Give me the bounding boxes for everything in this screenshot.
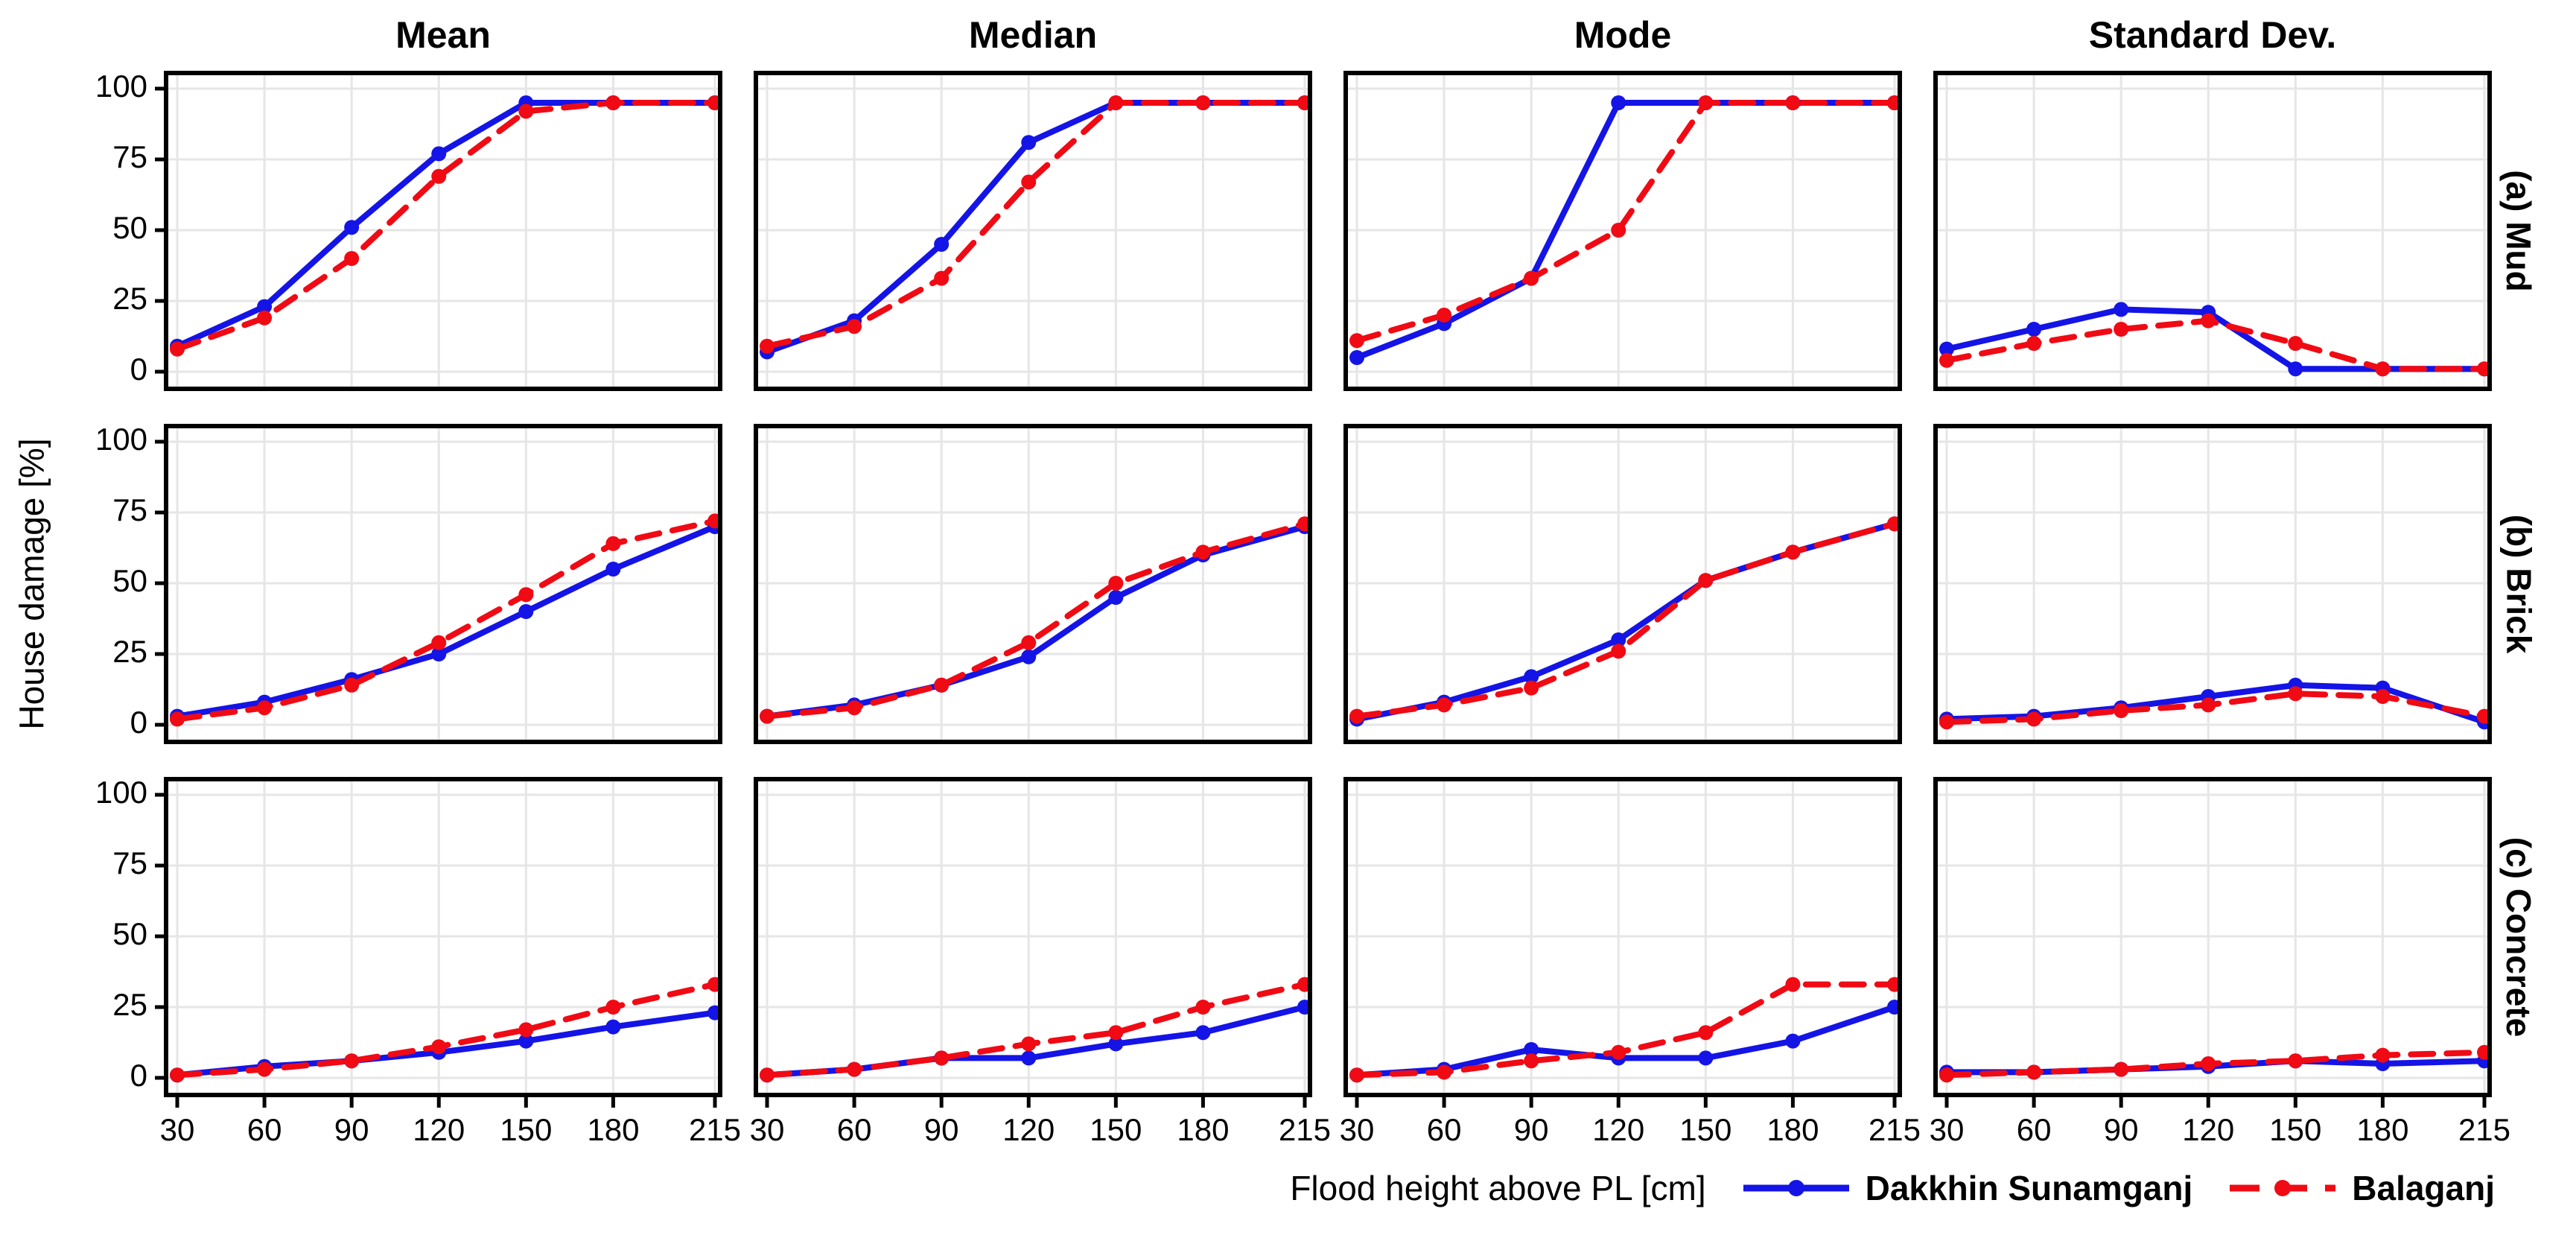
- svg-text:180: 180: [2356, 1112, 2408, 1147]
- svg-text:30: 30: [1930, 1112, 1965, 1147]
- svg-text:120: 120: [413, 1112, 465, 1147]
- chart-mode-brick: [1343, 424, 1902, 744]
- svg-text:25: 25: [112, 987, 147, 1022]
- svg-text:90: 90: [334, 1112, 369, 1147]
- svg-text:75: 75: [112, 492, 147, 527]
- column-title-mode: Mode: [1574, 14, 1672, 56]
- line-chart: [1933, 71, 2492, 391]
- row-label-concrete: (c) Concrete: [2499, 837, 2539, 1038]
- line-chart: 30 60 90 120 150 180 215: [1340, 777, 1921, 1147]
- svg-text:25: 25: [112, 281, 147, 316]
- svg-text:150: 150: [1679, 1112, 1731, 1147]
- legend-item-balaganj: Balaganj: [2227, 1168, 2495, 1208]
- chart-mean-mud: 0 25 50 75 100: [95, 69, 722, 391]
- line-chart: 0 25 50 75 100: [95, 69, 722, 391]
- solid-line-marker-icon: [1743, 1180, 1849, 1196]
- row-label-brick: (b) Brick: [2499, 514, 2538, 654]
- svg-text:120: 120: [2182, 1112, 2234, 1147]
- svg-text:100: 100: [95, 69, 147, 104]
- chart-mean-concrete: 0 25 50 75 100 30 60 90 120 150 180 215: [95, 775, 741, 1147]
- svg-text:0: 0: [130, 352, 147, 387]
- y-axis-label: House damage [%]: [13, 438, 52, 730]
- line-chart: 0 25 50 75 100 30 60 90 120 150 180 215: [95, 775, 741, 1147]
- legend-series-name: Dakkhin Sunamganj: [1865, 1169, 2193, 1207]
- chart-median-mud: [754, 71, 1312, 391]
- svg-text:60: 60: [247, 1112, 282, 1147]
- chart-mode-mud: [1343, 71, 1902, 391]
- line-chart: [1343, 424, 1902, 744]
- svg-text:50: 50: [112, 210, 147, 245]
- svg-text:215: 215: [1869, 1112, 1921, 1147]
- line-chart: 30 60 90 120 150 180 215: [750, 777, 1331, 1147]
- svg-text:215: 215: [2458, 1112, 2510, 1147]
- svg-text:50: 50: [112, 916, 147, 951]
- svg-text:215: 215: [1279, 1112, 1331, 1147]
- legend: Flood height above PL [cm] Dakkhin Sunam…: [0, 1168, 2495, 1208]
- column-title-median: Median: [968, 14, 1098, 56]
- svg-text:180: 180: [1766, 1112, 1819, 1147]
- svg-text:150: 150: [2269, 1112, 2321, 1147]
- line-chart: 30 60 90 120 150 180 215: [1930, 777, 2510, 1147]
- chart-mean-brick: 0 25 50 75 100: [95, 422, 722, 744]
- svg-text:60: 60: [837, 1112, 872, 1147]
- chart-median-concrete: 30 60 90 120 150 180 215: [750, 777, 1331, 1147]
- svg-text:30: 30: [1340, 1112, 1375, 1147]
- svg-text:100: 100: [95, 422, 147, 457]
- svg-text:60: 60: [1427, 1112, 1462, 1147]
- line-chart: [1933, 424, 2492, 744]
- legend-series-name: Balaganj: [2352, 1169, 2495, 1207]
- column-title-stddev: Standard Dev.: [2088, 14, 2337, 56]
- svg-text:0: 0: [130, 705, 147, 740]
- line-chart: [754, 424, 1312, 744]
- svg-text:120: 120: [1002, 1112, 1055, 1147]
- column-title-mean: Mean: [395, 14, 491, 56]
- svg-text:150: 150: [500, 1112, 552, 1147]
- svg-text:90: 90: [1514, 1112, 1549, 1147]
- dashed-line-marker-icon: [2230, 1180, 2336, 1196]
- svg-text:215: 215: [689, 1112, 741, 1147]
- svg-text:30: 30: [160, 1112, 195, 1147]
- chart-median-brick: [754, 424, 1312, 744]
- svg-text:180: 180: [587, 1112, 639, 1147]
- svg-text:30: 30: [750, 1112, 785, 1147]
- x-axis-label: Flood height above PL [cm]: [1290, 1169, 1706, 1207]
- svg-text:75: 75: [112, 139, 147, 174]
- svg-text:150: 150: [1090, 1112, 1142, 1147]
- chart-stddev-concrete: 30 60 90 120 150 180 215: [1930, 777, 2510, 1147]
- line-chart: [754, 71, 1312, 391]
- chart-stddev-brick: [1933, 424, 2492, 744]
- svg-text:75: 75: [112, 845, 147, 880]
- svg-text:100: 100: [95, 775, 147, 810]
- svg-text:90: 90: [2104, 1112, 2139, 1147]
- legend-item-dakkhin-sunamganj: Dakkhin Sunamganj: [1740, 1168, 2193, 1208]
- line-chart: [1343, 71, 1902, 391]
- svg-text:90: 90: [924, 1112, 959, 1147]
- svg-text:180: 180: [1177, 1112, 1229, 1147]
- row-label-mud: (a) Mud: [2499, 170, 2539, 292]
- svg-text:50: 50: [112, 563, 147, 598]
- svg-text:25: 25: [112, 634, 147, 669]
- svg-text:60: 60: [2017, 1112, 2052, 1147]
- svg-text:120: 120: [1592, 1112, 1644, 1147]
- chart-stddev-mud: [1933, 71, 2492, 391]
- svg-text:0: 0: [130, 1058, 147, 1093]
- line-chart: 0 25 50 75 100: [95, 422, 722, 744]
- chart-mode-concrete: 30 60 90 120 150 180 215: [1340, 777, 1921, 1147]
